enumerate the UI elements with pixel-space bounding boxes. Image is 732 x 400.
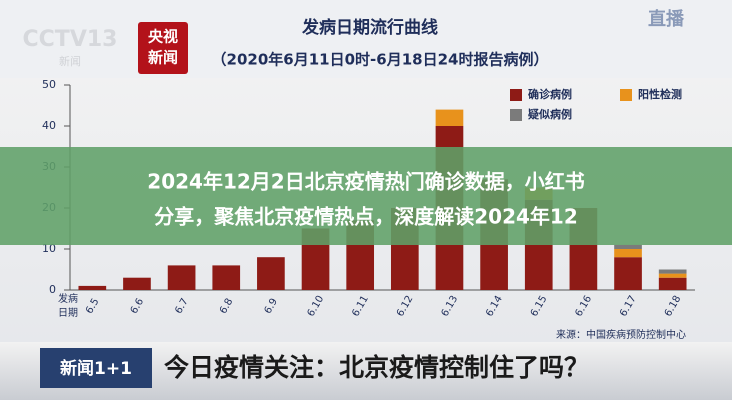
bar-segment bbox=[212, 265, 241, 290]
legend-swatch bbox=[620, 89, 632, 101]
bar-segment bbox=[658, 277, 687, 290]
chart-subtitle: （2020年6月11日0时-6月18日24时报告病例） bbox=[212, 51, 549, 69]
live-logo: 直播 bbox=[648, 8, 685, 30]
y-tick-label: 40 bbox=[42, 119, 56, 132]
bar-segment bbox=[167, 265, 196, 290]
source: 来源：中国疾病预防控制中心 bbox=[556, 328, 686, 341]
overlay-banner bbox=[0, 147, 732, 245]
brand-logo-box bbox=[138, 22, 188, 74]
bar-segment bbox=[78, 285, 107, 290]
bar-segment bbox=[257, 257, 285, 290]
bar-segment bbox=[614, 249, 642, 258]
legend-swatch bbox=[510, 89, 522, 101]
bar-segment bbox=[614, 257, 642, 290]
x-axis-label: 日期 bbox=[58, 307, 78, 319]
program-logo: 新闻1+1 bbox=[60, 358, 132, 379]
legend-label: 阳性检测 bbox=[638, 87, 682, 101]
bar-segment bbox=[614, 244, 642, 249]
header-band bbox=[0, 0, 732, 78]
y-tick-label: 0 bbox=[49, 283, 56, 296]
y-tick-label: 50 bbox=[42, 78, 56, 91]
channel-sub: 新闻 bbox=[59, 54, 81, 68]
x-axis-label: 发病 bbox=[58, 292, 78, 305]
legend-label: 疑似病例 bbox=[528, 107, 572, 121]
program-logo-box bbox=[40, 348, 152, 388]
y-tick-label: 10 bbox=[42, 242, 56, 255]
bar-segment bbox=[658, 273, 687, 278]
brand-logo: 新闻 bbox=[148, 49, 178, 67]
overlay-text: 2024年12月2日北京疫情热门确诊数据，小红书 bbox=[147, 170, 584, 194]
legend-label: 确诊病例 bbox=[528, 87, 572, 101]
bar-segment bbox=[658, 269, 687, 274]
bar-segment bbox=[123, 277, 151, 290]
legend-swatch bbox=[510, 109, 522, 121]
chart-title: 发病日期流行曲线 bbox=[301, 17, 438, 38]
brand-logo: 央视 bbox=[148, 28, 178, 46]
overlay-text: 分享，聚焦北京疫情热点，深度解读2024年12 bbox=[154, 205, 578, 229]
channel-logo: CCTV13 bbox=[23, 27, 118, 52]
bar-segment bbox=[435, 109, 464, 126]
footer-headline: 今日疫情关注：北京疫情控制住了吗？ bbox=[164, 353, 589, 382]
